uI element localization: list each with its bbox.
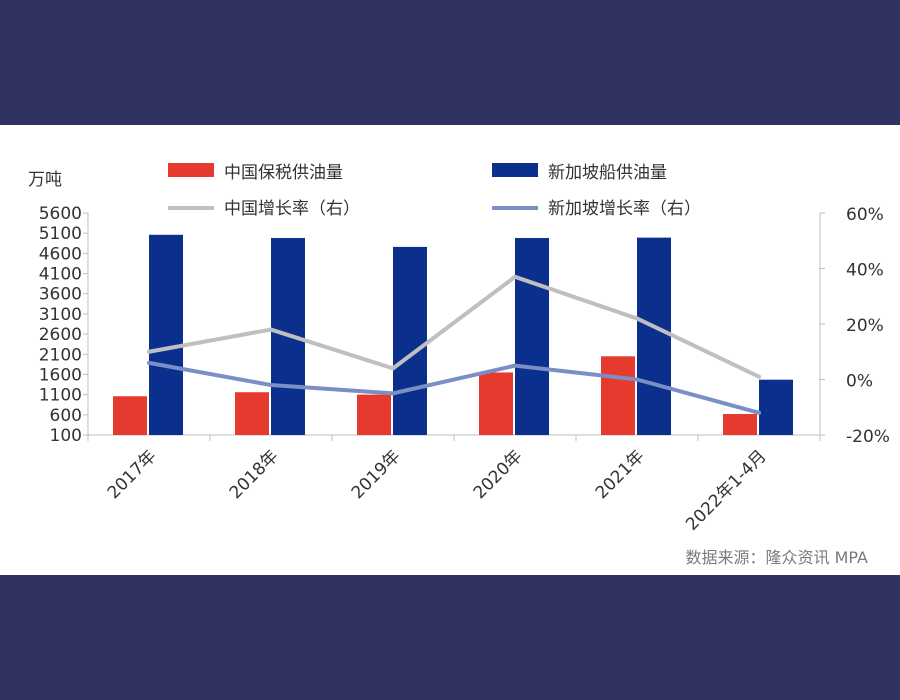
plot-area: 1006001100160021002600310036004100460051… xyxy=(39,204,890,535)
point-singapore-growth xyxy=(757,410,761,415)
bar-china-volume xyxy=(235,392,269,435)
x-category-label: 2017年 xyxy=(104,446,161,503)
point-china-growth xyxy=(513,274,517,279)
bar-china-volume xyxy=(113,396,147,435)
left-axis-unit: 万吨 xyxy=(28,170,62,190)
x-category-label: 2019年 xyxy=(348,446,405,503)
left-tick-label: 5100 xyxy=(39,224,82,244)
bar-singapore-volume xyxy=(393,246,427,435)
point-china-growth xyxy=(757,374,761,379)
x-category-label: 2020年 xyxy=(470,446,527,503)
legend-label-china-volume: 中国保税供油量 xyxy=(224,163,343,183)
right-tick-label: 20% xyxy=(846,316,884,336)
point-singapore-growth xyxy=(147,360,151,365)
left-tick-label: 3600 xyxy=(39,285,82,305)
bar-singapore-volume xyxy=(149,234,183,435)
legend-swatch-singapore-volume xyxy=(492,163,538,177)
bar-china-volume xyxy=(723,414,757,435)
legend-label-singapore-volume: 新加坡船供油量 xyxy=(548,163,667,183)
left-tick-label: 3100 xyxy=(39,305,82,325)
point-china-growth xyxy=(269,327,273,332)
left-tick-label: 100 xyxy=(50,426,82,446)
left-tick-label: 5600 xyxy=(39,204,82,224)
point-singapore-growth xyxy=(391,391,395,396)
bar-singapore-volume xyxy=(515,238,549,435)
line-singapore-growth xyxy=(147,360,761,415)
chart-svg: 万吨 中国保税供油量 新加坡船供油量 中国增长率（右） 新加坡增长率（右） 10… xyxy=(28,163,890,567)
legend: 中国保税供油量 新加坡船供油量 中国增长率（右） 新加坡增长率（右） xyxy=(168,163,701,219)
right-tick-label: 0% xyxy=(846,372,873,392)
point-china-growth xyxy=(391,366,395,371)
chart-panel: 万吨 中国保税供油量 新加坡船供油量 中国增长率（右） 新加坡增长率（右） 10… xyxy=(0,125,900,575)
x-category-label: 2022年1-4月 xyxy=(682,446,770,534)
bar-china-volume xyxy=(479,372,513,435)
left-tick-label: 1100 xyxy=(39,386,82,406)
x-category-label: 2018年 xyxy=(226,446,283,503)
left-tick-label: 2600 xyxy=(39,325,82,345)
legend-label-china-growth: 中国增长率（右） xyxy=(224,199,360,219)
line-china-growth xyxy=(147,274,761,379)
point-china-growth xyxy=(635,316,639,321)
point-singapore-growth xyxy=(513,363,517,368)
point-singapore-growth xyxy=(635,377,639,382)
point-singapore-growth xyxy=(269,383,273,388)
point-china-growth xyxy=(147,349,151,354)
bar-singapore-volume xyxy=(759,379,793,435)
bar-singapore-volume xyxy=(637,237,671,435)
left-tick-label: 600 xyxy=(50,406,82,426)
right-tick-label: -20% xyxy=(846,427,890,447)
left-tick-label: 4600 xyxy=(39,244,82,264)
left-tick-label: 4100 xyxy=(39,265,82,285)
x-category-label: 2021年 xyxy=(592,446,649,503)
source-note: 数据来源：隆众资讯 MPA xyxy=(686,548,869,567)
left-tick-label: 1600 xyxy=(39,365,82,385)
left-tick-label: 2100 xyxy=(39,345,82,365)
right-tick-label: 60% xyxy=(846,205,884,225)
right-tick-label: 40% xyxy=(846,261,884,281)
legend-swatch-china-volume xyxy=(168,163,214,177)
bar-china-volume xyxy=(601,356,635,435)
legend-label-singapore-growth: 新加坡增长率（右） xyxy=(548,199,701,219)
bar-china-volume xyxy=(357,394,391,435)
